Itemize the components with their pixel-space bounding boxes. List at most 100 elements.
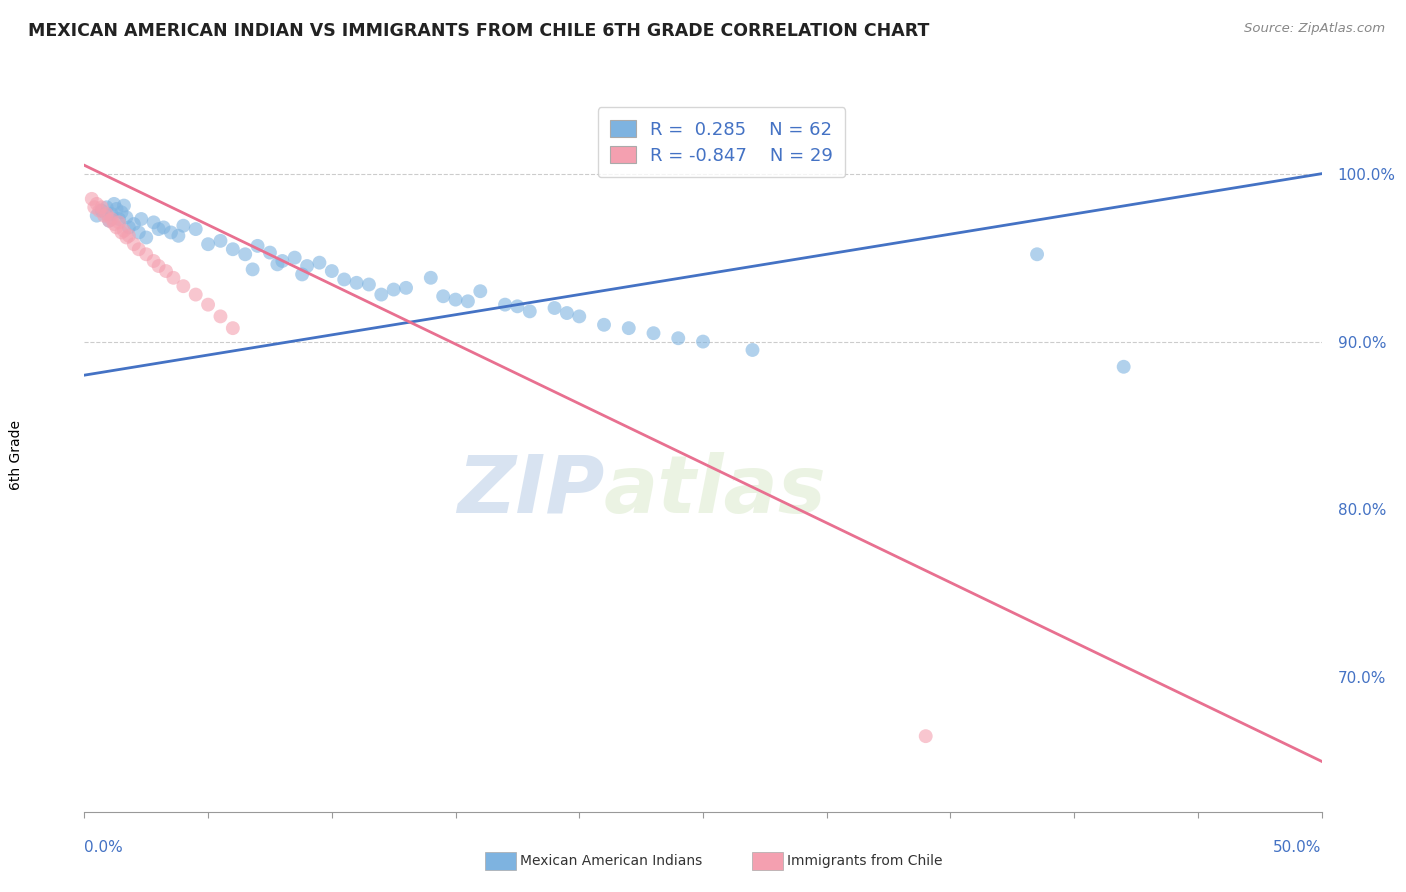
Point [741, 343, 763, 357]
Point [209, 234, 232, 248]
Point [80, 192, 103, 206]
Point [160, 226, 183, 240]
Point [172, 279, 194, 293]
Point [222, 321, 245, 335]
Point [519, 304, 541, 318]
Point [666, 331, 689, 345]
Point [112, 198, 135, 212]
Point [115, 211, 138, 225]
Point [89, 203, 111, 218]
Text: Immigrants from Chile: Immigrants from Chile [787, 854, 943, 868]
Point [103, 217, 125, 231]
Point [184, 222, 207, 236]
Point [233, 247, 256, 261]
Point [162, 270, 184, 285]
Point [155, 264, 177, 278]
Point [142, 254, 165, 268]
Point [1026, 247, 1049, 261]
Text: Mexican American Indians: Mexican American Indians [520, 854, 703, 868]
Point [93, 209, 115, 223]
Point [128, 226, 150, 240]
Point [100, 207, 122, 221]
Point [167, 228, 190, 243]
Text: 6th Grade: 6th Grade [10, 420, 24, 490]
Point [197, 237, 219, 252]
Point [197, 298, 219, 312]
Point [222, 242, 245, 256]
Point [308, 255, 330, 269]
Point [692, 334, 714, 349]
Point [108, 215, 131, 229]
Point [470, 284, 492, 298]
Point [112, 224, 135, 238]
Point [135, 230, 157, 244]
Text: atlas: atlas [605, 451, 827, 530]
Point [382, 283, 405, 297]
Point [90, 203, 112, 218]
Point [284, 251, 307, 265]
Point [172, 219, 194, 233]
Point [122, 237, 145, 252]
Point [184, 287, 207, 301]
Text: Source: ZipAtlas.com: Source: ZipAtlas.com [1244, 22, 1385, 36]
Point [914, 729, 936, 743]
Point [108, 212, 131, 227]
Point [333, 272, 356, 286]
Point [357, 277, 380, 292]
Point [83, 200, 105, 214]
Point [555, 306, 578, 320]
Point [105, 220, 128, 235]
Point [86, 209, 108, 223]
Text: ZIP: ZIP [457, 451, 605, 530]
Text: 50.0%: 50.0% [1274, 840, 1322, 855]
Point [142, 215, 165, 229]
Point [419, 270, 441, 285]
Point [110, 226, 132, 240]
Point [105, 202, 128, 216]
Point [128, 242, 150, 256]
Point [617, 321, 640, 335]
Point [98, 213, 121, 227]
Point [148, 259, 170, 273]
Point [96, 200, 118, 214]
Point [98, 213, 121, 227]
Point [118, 220, 141, 235]
Legend: R =  0.285    N = 62, R = -0.847    N = 29: R = 0.285 N = 62, R = -0.847 N = 29 [598, 107, 845, 178]
Point [444, 293, 467, 307]
Point [266, 257, 288, 271]
Point [506, 299, 529, 313]
Point [593, 318, 616, 332]
Point [86, 197, 108, 211]
Point [395, 281, 418, 295]
Point [242, 262, 264, 277]
Point [321, 264, 343, 278]
Point [129, 212, 152, 227]
Point [643, 326, 665, 341]
Point [90, 200, 112, 214]
Point [135, 247, 157, 261]
Point [259, 245, 281, 260]
Point [96, 207, 118, 221]
Point [209, 310, 232, 324]
Point [457, 294, 479, 309]
Point [271, 254, 294, 268]
Point [118, 228, 141, 243]
Point [494, 298, 516, 312]
Point [100, 212, 122, 227]
Point [543, 301, 565, 315]
Point [246, 239, 269, 253]
Point [346, 276, 368, 290]
Point [122, 217, 145, 231]
Point [110, 205, 132, 219]
Point [291, 268, 314, 282]
Point [295, 259, 318, 273]
Text: MEXICAN AMERICAN INDIAN VS IMMIGRANTS FROM CHILE 6TH GRADE CORRELATION CHART: MEXICAN AMERICAN INDIAN VS IMMIGRANTS FR… [28, 22, 929, 40]
Point [568, 310, 591, 324]
Point [432, 289, 454, 303]
Point [148, 222, 170, 236]
Point [1112, 359, 1135, 374]
Text: 0.0%: 0.0% [84, 840, 124, 855]
Point [103, 197, 125, 211]
Point [370, 287, 392, 301]
Point [152, 220, 174, 235]
